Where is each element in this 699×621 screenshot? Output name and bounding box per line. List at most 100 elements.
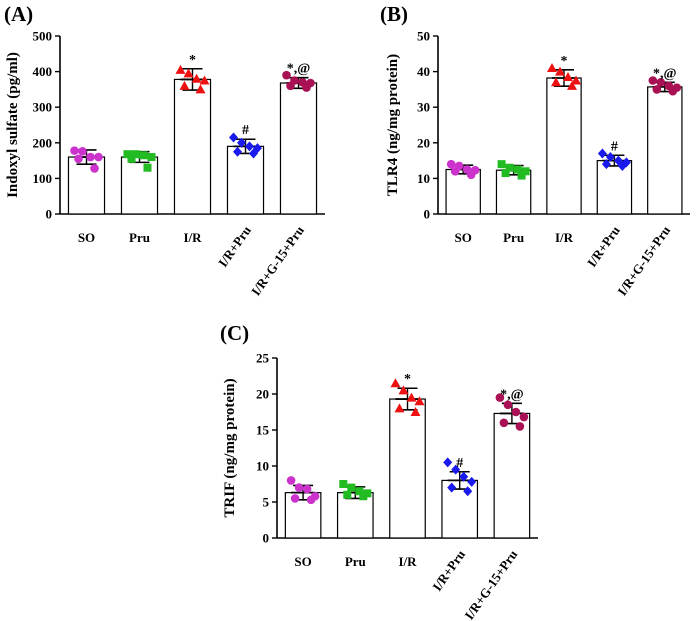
- data-point: [517, 171, 526, 180]
- data-point: [90, 164, 99, 173]
- data-point: [446, 159, 456, 169]
- data-point: [463, 486, 473, 497]
- category-label: Pru: [129, 230, 150, 245]
- bar-2: [389, 398, 426, 539]
- category-label: I/R+Pru: [429, 547, 468, 594]
- data-point: [390, 378, 401, 388]
- data-point: [127, 154, 136, 163]
- significance-label: *: [189, 53, 196, 68]
- y-tick-label: 10: [417, 171, 430, 186]
- category-label: I/R+Pru: [584, 223, 623, 270]
- chart-panel-1: (B) 0 10 20 30 40 50 TLR4 (ng/mg protein) SO Pru *…: [380, 2, 690, 298]
- data-point: [94, 152, 103, 162]
- y-tick-label: 10: [256, 459, 269, 474]
- y-tick-label: 400: [33, 64, 53, 79]
- data-point: [191, 73, 202, 83]
- data-point: [339, 480, 348, 488]
- data-point: [347, 483, 356, 492]
- significance-label: *,@: [287, 62, 311, 77]
- chart-panel-2: (C) 0 5 10 15 20 25 TRIF (ng/mg protein) SO Pru * I…: [220, 321, 538, 621]
- data-point: [86, 152, 95, 162]
- panel-letter: (B): [380, 2, 408, 26]
- y-tick-label: 300: [33, 100, 53, 115]
- data-point: [78, 147, 87, 156]
- data-point: [302, 83, 311, 92]
- data-point: [668, 86, 678, 96]
- data-point: [499, 418, 509, 428]
- data-point: [571, 75, 581, 85]
- data-point: [467, 476, 477, 487]
- data-point: [175, 64, 186, 74]
- data-point: [233, 146, 242, 157]
- data-point: [282, 70, 291, 80]
- category-label: SO: [455, 230, 472, 245]
- data-point: [343, 490, 352, 499]
- y-tick-label: 15: [256, 423, 270, 438]
- y-tick-label: 100: [33, 171, 53, 186]
- data-point: [131, 150, 140, 159]
- data-point: [139, 151, 148, 160]
- bar-3: [226, 145, 265, 215]
- data-point: [505, 163, 514, 172]
- data-point: [237, 137, 246, 148]
- data-point: [567, 80, 577, 90]
- data-point: [451, 464, 461, 475]
- y-tick-label: 25: [256, 351, 270, 366]
- significance-label: *: [404, 372, 411, 387]
- data-point: [286, 476, 296, 485]
- data-point: [605, 152, 615, 163]
- data-point: [290, 494, 300, 503]
- y-tick-label: 20: [417, 135, 430, 150]
- bar-0: [67, 156, 106, 215]
- bar-3: [596, 160, 633, 215]
- bar-1: [120, 156, 159, 215]
- data-point: [398, 385, 409, 395]
- data-point: [410, 407, 421, 416]
- data-point: [359, 492, 368, 501]
- data-point: [147, 153, 156, 162]
- data-point: [555, 66, 565, 76]
- data-point: [551, 77, 561, 87]
- data-point: [179, 80, 190, 90]
- data-point: [511, 407, 521, 417]
- data-point: [74, 154, 83, 164]
- data-point: [547, 63, 557, 73]
- data-point: [294, 483, 304, 492]
- data-point: [443, 457, 453, 468]
- data-point: [286, 81, 295, 91]
- category-label: I/R+G-15+Pru: [461, 547, 520, 621]
- data-point: [199, 75, 210, 85]
- bar-4: [493, 412, 531, 539]
- category-label: I/R+G-15+Pru: [614, 223, 673, 298]
- data-point: [497, 160, 506, 169]
- data-point: [447, 482, 457, 493]
- data-point: [466, 170, 476, 180]
- bar-2: [173, 78, 212, 215]
- data-point: [617, 160, 627, 171]
- category-label: Pru: [503, 230, 524, 245]
- category-label: I/R: [183, 230, 202, 245]
- chart-panel-0: (A) 0 100 200 300 400 500 Indoxyl sulfate (pg/m…: [4, 2, 325, 298]
- category-label: I/R: [398, 554, 417, 569]
- significance-label: *,@: [500, 387, 524, 402]
- data-point: [70, 146, 79, 155]
- data-point: [656, 77, 666, 87]
- panel-letter: (A): [4, 2, 33, 26]
- y-tick-label: 20: [256, 387, 269, 402]
- data-point: [123, 150, 132, 159]
- y-axis-title: TLR4 (ng/mg protein): [385, 54, 401, 196]
- data-point: [459, 471, 469, 482]
- category-label: I/R: [555, 230, 574, 245]
- data-point: [521, 167, 530, 176]
- panel-letter: (C): [220, 321, 249, 345]
- y-axis-title: TRIF (ng/mg protein): [222, 378, 238, 517]
- data-point: [245, 141, 254, 152]
- y-tick-label: 500: [33, 29, 53, 44]
- data-point: [495, 393, 505, 402]
- data-point: [450, 166, 460, 176]
- bar-4: [279, 82, 318, 215]
- data-point: [414, 396, 425, 406]
- data-point: [513, 165, 522, 174]
- data-point: [249, 148, 258, 159]
